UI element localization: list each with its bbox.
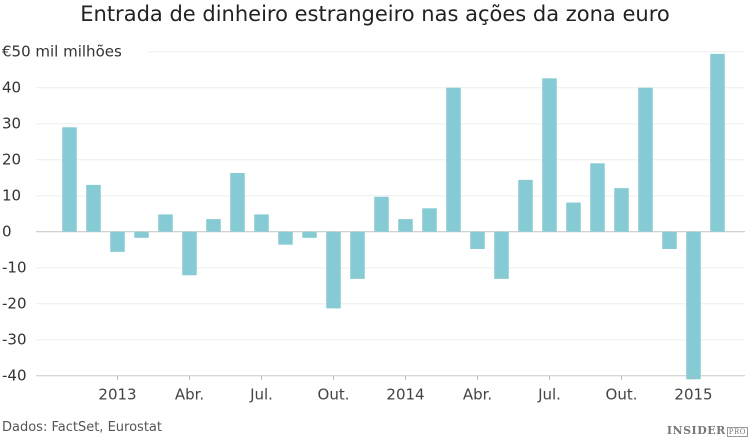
y-tick-label: -10 [2,259,27,277]
bar [710,53,725,232]
bar [206,219,221,232]
x-tick-label: 2015 [674,386,712,404]
x-tick-label: Out. [606,386,638,404]
y-axis-unit-label: €50 mil milhões [2,43,122,61]
x-tick-label: Abr. [463,386,492,404]
bar [158,214,173,232]
y-tick-label: -30 [2,331,27,349]
x-tick-label: 2013 [98,386,136,404]
bar [494,231,509,279]
bar [446,87,461,232]
bar [62,127,77,232]
x-tick-label: Jul. [537,386,561,404]
y-tick-label: 30 [2,115,21,133]
x-tick-label: Abr. [175,386,204,404]
bar [350,231,365,279]
y-tick-label: -40 [2,367,27,385]
bar [422,208,437,232]
bar [86,184,101,232]
bar [398,219,413,232]
x-tick-label: Out. [318,386,350,404]
logo-suffix: PRO [726,427,748,437]
bar [590,163,605,232]
bar [614,188,629,232]
bar [686,231,701,380]
y-tick-label: 40 [2,79,21,97]
chart-title: Entrada de dinheiro estrangeiro nas açõe… [80,2,670,26]
bar [470,231,485,249]
bar [326,231,341,309]
y-tick-label: -20 [2,295,27,313]
bar [302,231,317,238]
bar [278,231,293,245]
bar [638,87,653,232]
logo-text: INSIDER [666,424,726,437]
x-tick-label: Jul. [249,386,273,404]
x-tick-label: 2014 [386,386,424,404]
bar [110,231,125,252]
bar [518,179,533,232]
bar [182,231,197,276]
y-tick-label: 20 [2,151,21,169]
bar [662,231,677,249]
bar [566,202,581,232]
logo: INSIDER PRO [667,424,748,437]
y-tick-label: 0 [2,223,12,241]
bar [230,173,245,232]
bar [134,231,149,238]
bar [254,214,269,232]
bar [542,78,557,232]
y-tick-label: 10 [2,187,21,205]
bar [374,196,389,232]
source-note: Dados: FactSet, Eurostat [2,420,162,435]
